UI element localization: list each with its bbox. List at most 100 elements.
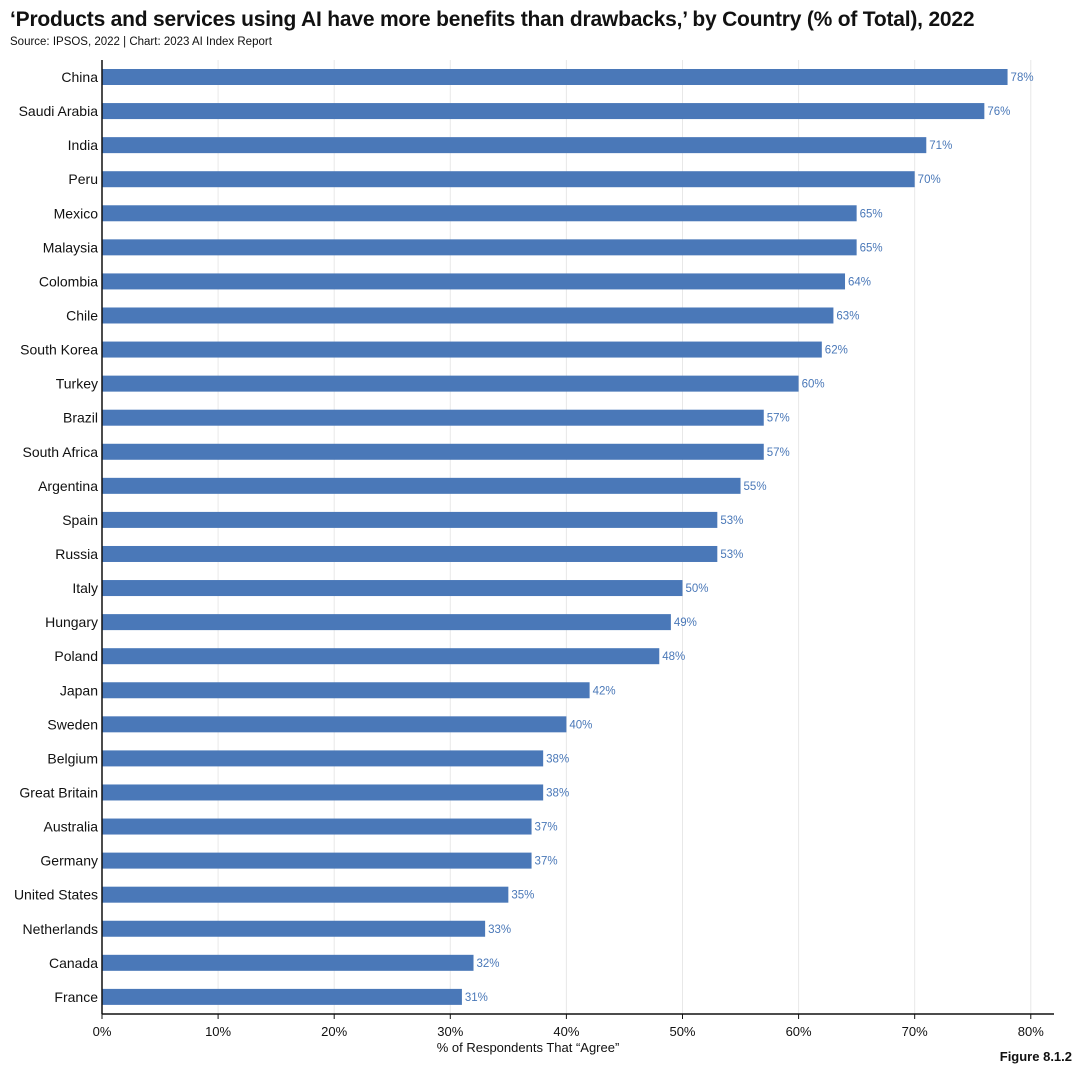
x-tick-label: 20% — [321, 1024, 347, 1039]
bar — [102, 954, 474, 971]
value-label: 40% — [569, 719, 592, 731]
category-label: Poland — [54, 648, 98, 664]
value-label: 64% — [848, 276, 871, 288]
category-label: Germany — [40, 853, 98, 869]
category-label: Netherlands — [23, 921, 99, 937]
bar — [102, 375, 799, 392]
category-label: Saudi Arabia — [19, 103, 99, 119]
bar — [102, 511, 718, 528]
value-label: 35% — [511, 890, 534, 902]
value-label: 53% — [720, 549, 743, 561]
value-label: 78% — [1011, 72, 1034, 84]
value-label: 76% — [987, 106, 1010, 118]
value-labels: 78% 76% 71% 70% 65% 65% 64% 63% 62% 60% 57% 57% 55% 5… — [465, 72, 1034, 1004]
value-label: 65% — [860, 208, 883, 220]
chart-source: Source: IPSOS, 2022 | Chart: 2023 AI Ind… — [10, 36, 272, 48]
value-label: 65% — [860, 242, 883, 254]
x-tick-label: 70% — [902, 1024, 928, 1039]
x-axis-title: % of Respondents That “Agree” — [437, 1040, 620, 1055]
bars — [102, 69, 1008, 1005]
category-label: Italy — [72, 580, 98, 596]
category-label: Colombia — [39, 273, 98, 289]
bar — [102, 239, 857, 256]
value-label: 63% — [836, 310, 859, 322]
category-label: Sweden — [47, 716, 98, 732]
value-label: 32% — [477, 958, 500, 970]
value-label: 31% — [465, 992, 488, 1004]
bar — [102, 443, 764, 460]
bar — [102, 273, 846, 290]
grid-lines — [217, 60, 1032, 1014]
bar — [102, 341, 822, 358]
category-label: United States — [14, 887, 98, 903]
axes: 0% 10% 20% 30% 40% 50% 60% 70% 80% — [93, 60, 1054, 1039]
bar — [102, 852, 532, 869]
bar — [102, 682, 590, 699]
value-label: 55% — [744, 481, 767, 493]
bar — [102, 920, 486, 937]
category-label: Mexico — [54, 205, 99, 221]
bar — [102, 409, 764, 426]
category-label: Japan — [60, 682, 98, 698]
category-label: India — [68, 137, 99, 153]
category-label: South Korea — [20, 342, 98, 358]
x-tick-label: 50% — [669, 1024, 695, 1039]
category-label: Russia — [55, 546, 98, 562]
bar — [102, 988, 462, 1005]
category-labels: China Saudi Arabia India Peru Mexico Malaysia… — [14, 69, 98, 1005]
category-label: Malaysia — [43, 239, 98, 255]
x-tick-label: 30% — [437, 1024, 463, 1039]
category-label: Hungary — [45, 614, 98, 630]
chart-title: ‘Products and services using AI have mor… — [10, 8, 975, 31]
bar — [102, 69, 1008, 85]
category-label: Belgium — [47, 750, 98, 766]
bar — [102, 477, 741, 494]
figure-label: Figure 8.1.2 — [999, 1049, 1072, 1064]
x-tick-label: 0% — [93, 1024, 112, 1039]
value-label: 42% — [593, 685, 616, 697]
bar — [102, 171, 915, 188]
bar — [102, 137, 927, 154]
value-label: 53% — [720, 515, 743, 527]
bar — [102, 205, 857, 222]
value-label: 50% — [685, 583, 708, 595]
value-label: 38% — [546, 753, 569, 765]
category-label: Turkey — [56, 376, 98, 392]
value-label: 57% — [767, 447, 790, 459]
category-label: Brazil — [63, 410, 98, 426]
bar — [102, 886, 509, 903]
x-tick-label: 40% — [553, 1024, 579, 1039]
bar — [102, 580, 683, 597]
bar — [102, 818, 532, 835]
bar — [102, 648, 660, 665]
category-label: Australia — [44, 819, 99, 835]
bar — [102, 614, 671, 631]
bar — [102, 716, 567, 733]
value-label: 38% — [546, 787, 569, 799]
value-label: 37% — [535, 856, 558, 868]
bar — [102, 545, 718, 562]
value-label: 62% — [825, 345, 848, 357]
category-label: Canada — [49, 955, 98, 971]
category-label: Chile — [66, 307, 98, 323]
category-label: South Africa — [23, 444, 99, 460]
value-label: 33% — [488, 924, 511, 936]
value-label: 57% — [767, 413, 790, 425]
category-label: Peru — [68, 171, 98, 187]
category-label: China — [61, 69, 98, 85]
value-label: 48% — [662, 651, 685, 663]
bar — [102, 784, 544, 801]
value-label: 70% — [918, 174, 941, 186]
x-tick-label: 80% — [1018, 1024, 1044, 1039]
bar — [102, 307, 834, 324]
x-tick-label: 60% — [786, 1024, 812, 1039]
category-label: France — [54, 989, 98, 1005]
category-label: Spain — [62, 512, 98, 528]
category-label: Great Britain — [19, 784, 98, 800]
value-label: 49% — [674, 617, 697, 629]
category-label: Argentina — [38, 478, 98, 494]
bar — [102, 750, 544, 767]
value-label: 60% — [802, 379, 825, 391]
value-label: 37% — [535, 822, 558, 834]
